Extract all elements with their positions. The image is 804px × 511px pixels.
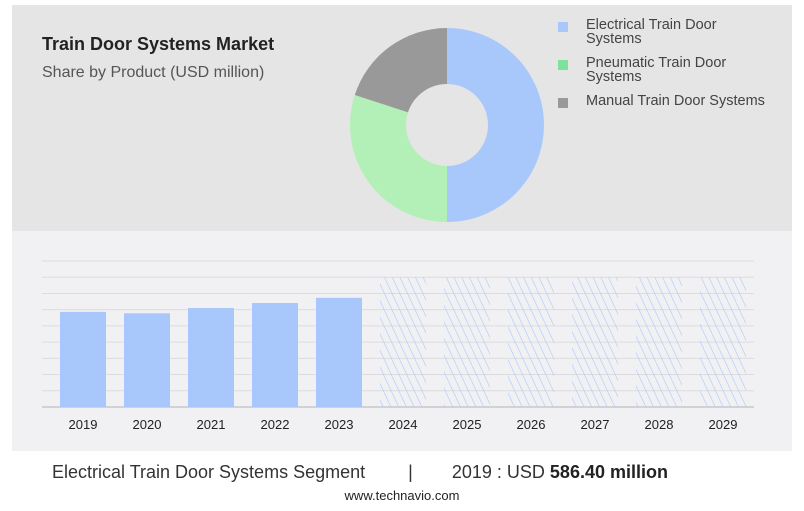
legend-swatch [558, 98, 568, 108]
bar-2020 [124, 313, 170, 407]
legend-label: Electrical Train Door Systems [586, 17, 717, 47]
legend-label: Manual Train Door Systems [586, 93, 765, 109]
donut-slice-2 [354, 28, 447, 113]
segment-value: 586.40 million [549, 462, 668, 482]
bar-2023 [316, 297, 362, 407]
source-site: www.technavio.com [344, 488, 460, 503]
x-tick-label: 2028 [645, 417, 674, 432]
x-tick-label: 2020 [133, 417, 162, 432]
x-tick-label: 2027 [581, 417, 610, 432]
legend: Electrical Train Door Systems Pneumatic … [558, 18, 766, 118]
separator: | [408, 462, 413, 482]
x-tick-label: 2021 [197, 417, 226, 432]
x-tick-label: 2022 [261, 417, 290, 432]
year-label: 2019 : USD [451, 462, 545, 482]
donut-slice-0 [447, 28, 544, 222]
legend-swatch [558, 60, 568, 70]
bar-2022 [252, 303, 298, 407]
bar-2019 [60, 311, 106, 407]
chart-subtitle: Share by Product (USD million) [42, 64, 265, 81]
forecast-bar-2029 [700, 277, 746, 407]
x-tick-label: 2019 [69, 417, 98, 432]
legend-label: Pneumatic Train Door Systems [586, 55, 727, 85]
forecast-bar-2025 [444, 277, 490, 407]
x-tick-label: 2024 [389, 417, 418, 432]
forecast-bar-2024 [380, 277, 426, 407]
legend-swatch [558, 22, 568, 32]
bar-2021 [188, 308, 234, 407]
legend-item-electrical: Electrical Train Door Systems [558, 18, 766, 46]
segment-label: Electrical Train Door Systems Segment [52, 462, 366, 482]
legend-item-pneumatic: Pneumatic Train Door Systems [558, 56, 766, 84]
footer-summary: Electrical Train Door Systems Segment | … [52, 462, 668, 483]
forecast-bar-2028 [636, 277, 682, 407]
chart-title: Train Door Systems Market [42, 34, 275, 54]
x-tick-label: 2025 [453, 417, 482, 432]
forecast-bar-2026 [508, 277, 554, 407]
forecast-bar-2027 [572, 277, 618, 407]
x-tick-label: 2023 [325, 417, 354, 432]
donut-slice-1 [349, 95, 447, 222]
x-tick-label: 2029 [709, 417, 738, 432]
x-tick-label: 2026 [517, 417, 546, 432]
legend-item-manual: Manual Train Door Systems [558, 94, 766, 108]
